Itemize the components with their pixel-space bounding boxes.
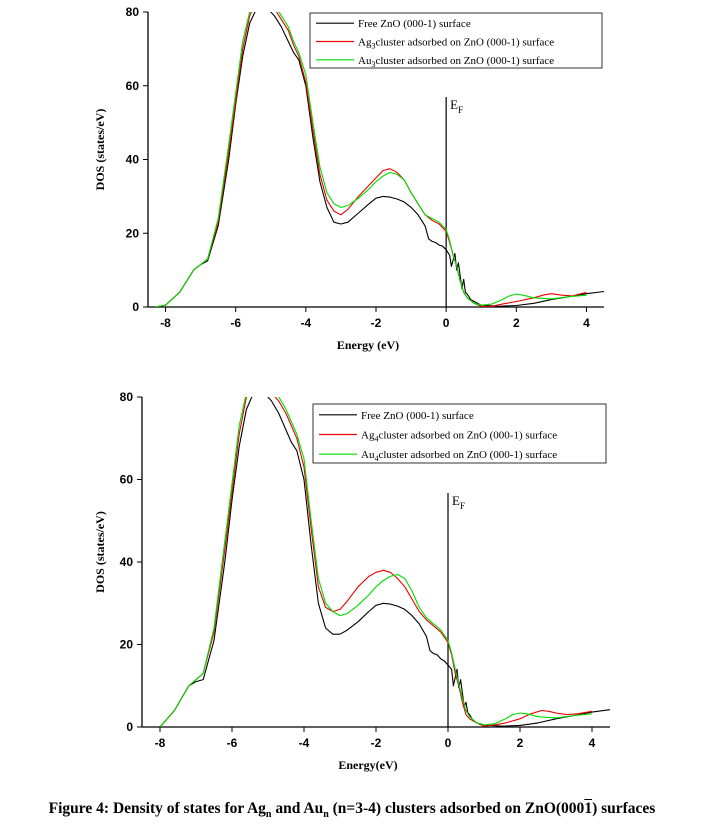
panel-1-x-tick-label: 4 bbox=[583, 316, 590, 330]
panel-1-legend-label-2: Ag3cluster adsorbed on ZnO (000-1) surfa… bbox=[358, 37, 554, 51]
panel-1-y-tick-label: 60 bbox=[126, 79, 140, 93]
panel-2-x-tick-label: -2 bbox=[371, 736, 382, 750]
panel-2-legend-label-1-main: Free ZnO (000-1) surface bbox=[361, 410, 474, 422]
panel-2-fermi-subscript: F bbox=[460, 501, 465, 511]
panel-2-x-tick-label: 4 bbox=[589, 736, 596, 750]
panel-2-legend-label-2: Ag4cluster adsorbed on ZnO (000-1) surfa… bbox=[361, 430, 557, 444]
panel-1-x-tick-label: -6 bbox=[230, 316, 241, 330]
panel-1-x-tick-label: -2 bbox=[371, 316, 382, 330]
caption-end: ) surfaces bbox=[592, 800, 656, 817]
panel-2-legend-label-3: Au4cluster adsorbed on ZnO (000-1) surfa… bbox=[361, 449, 557, 463]
panel-1-y-tick-label: 20 bbox=[126, 226, 140, 240]
panel-1-legend-label-3-sub: 3 bbox=[371, 60, 375, 69]
caption-mid: and Au bbox=[271, 800, 324, 817]
panel-1-legend-label-3: Au3cluster adsorbed on ZnO (000-1) surfa… bbox=[358, 55, 554, 69]
caption-sub-n1: n bbox=[265, 809, 272, 821]
panel-2-x-tick-label: -6 bbox=[227, 736, 238, 750]
panel-1-fermi-subscript: F bbox=[458, 105, 463, 115]
panel-2-y-tick-label: 40 bbox=[120, 555, 134, 569]
panel-1-series-line-1 bbox=[154, 12, 604, 307]
panel-2-series-line-2 bbox=[159, 397, 593, 727]
caption-rest: (n=3-4) clusters adsorbed on ZnO(000 bbox=[328, 800, 585, 817]
panel-2-legend-label-3-sub: 4 bbox=[374, 454, 378, 463]
panel-1-y-tick-label: 40 bbox=[126, 153, 140, 167]
panel-2-x-tick-label: -4 bbox=[299, 736, 310, 750]
panel-2-legend-box bbox=[312, 403, 607, 464]
panel-2-series-line-3 bbox=[159, 397, 593, 727]
panel-2-x-axis-label: Energy(eV) bbox=[338, 758, 397, 772]
panel-1-x-tick-label: -8 bbox=[160, 316, 171, 330]
panel-2-x-tick-label: 2 bbox=[517, 736, 524, 750]
panel-1-series-line-2 bbox=[154, 12, 587, 307]
panel-1-series-line-3 bbox=[154, 12, 587, 307]
panel-2-y-tick-label: 20 bbox=[120, 638, 134, 652]
panel-1-legend-label-1-main: Free ZnO (000-1) surface bbox=[358, 18, 471, 30]
panel-2-legend-label-2-sub: 4 bbox=[374, 435, 378, 444]
panel-1-y-tick-label: 80 bbox=[126, 5, 140, 19]
panel-2-legend-label-1: Free ZnO (000-1) surface bbox=[361, 410, 474, 422]
caption-lead: Figure 4: Density of states for Ag bbox=[48, 800, 266, 817]
caption-sub-n2: n bbox=[323, 809, 329, 821]
panel-1-legend-label-1: Free ZnO (000-1) surface bbox=[358, 18, 471, 30]
panel-1-legend-label-3-main: Au bbox=[358, 55, 372, 67]
panel-1-x-tick-label: -4 bbox=[301, 316, 312, 330]
panel-1-legend-box bbox=[309, 12, 603, 69]
panel-2-legend-label-2-main: Ag bbox=[361, 430, 375, 442]
panel-1-y-axis-label: DOS (states/eV) bbox=[93, 109, 107, 191]
panel-1-x-tick-label: 2 bbox=[513, 316, 520, 330]
panel-2-x-tick-label: 0 bbox=[445, 736, 452, 750]
panel-1-legend-label-2-main: Ag bbox=[358, 37, 372, 49]
panel-2-legend-label-3-rest: cluster adsorbed on ZnO (000-1) surface bbox=[378, 449, 557, 461]
figure-caption: Figure 4: Density of states for Agn and … bbox=[0, 800, 704, 820]
panel-2-series-line-1 bbox=[159, 397, 610, 727]
panel-1-fermi-label: EF bbox=[450, 97, 463, 115]
panel-2-legend-label-3-main: Au bbox=[361, 449, 375, 461]
panel-1-legend-label-2-rest: cluster adsorbed on ZnO (000-1) surface bbox=[375, 37, 554, 49]
panel-1-x-tick-label: 0 bbox=[443, 316, 450, 330]
panel-2-y-axis-label: DOS (states/eV) bbox=[93, 511, 107, 593]
panel-2-y-tick-label: 80 bbox=[120, 390, 134, 404]
panel-1-legend-label-3-rest: cluster adsorbed on ZnO (000-1) surface bbox=[375, 55, 554, 67]
panel-1-y-tick-label: 0 bbox=[132, 300, 139, 314]
panel-2-y-tick-label: 60 bbox=[120, 473, 134, 487]
panel-2-x-tick-label: -8 bbox=[155, 736, 166, 750]
caption-overbar: 1 bbox=[584, 800, 593, 817]
panel-2-legend-label-2-rest: cluster adsorbed on ZnO (000-1) surface bbox=[378, 430, 557, 442]
panel-1-legend-label-2-sub: 3 bbox=[371, 42, 375, 51]
panel-2-y-tick-label: 0 bbox=[126, 720, 133, 734]
panel-2-fermi-label: EF bbox=[452, 493, 465, 511]
panel-1-x-axis-label: Energy (eV) bbox=[337, 338, 399, 352]
